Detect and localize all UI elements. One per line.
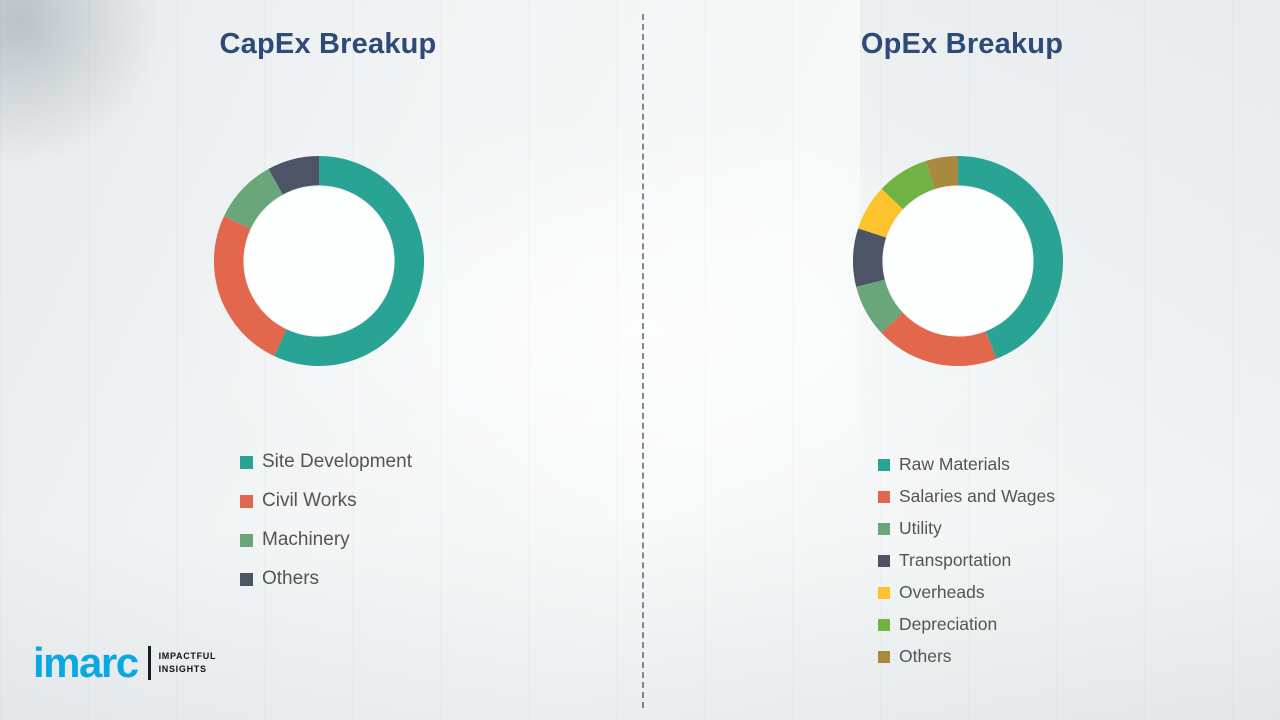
background-corner-shade <box>0 0 160 170</box>
donut-hole <box>883 186 1033 336</box>
legend-item-others: Others <box>240 568 412 590</box>
imarc-logo: imarc IMPACTFUL INSIGHTS <box>33 642 216 684</box>
tagline-line-2: INSIGHTS <box>158 664 207 674</box>
legend-swatch-depreciation <box>878 618 890 631</box>
legend-item-machinery: Machinery <box>240 529 412 551</box>
tagline-line-1: IMPACTFUL <box>158 651 217 662</box>
legend-label-civil-works: Civil Works <box>262 490 357 511</box>
legend-swatch-transportation <box>878 554 890 567</box>
capex-donut-chart <box>211 153 427 369</box>
legend-swatch-site-development <box>240 455 253 469</box>
imarc-logo-wordmark: imarc <box>33 639 139 686</box>
imarc-logo-tagline: IMPACTFUL INSIGHTS <box>159 650 217 675</box>
logo-divider-bar <box>147 646 151 680</box>
legend-item-depreciation: Depreciation <box>878 614 1055 635</box>
legend-label-others: Others <box>899 646 952 666</box>
legend-swatch-overheads <box>878 586 890 599</box>
donut-segment-salaries-and-wages <box>852 155 1064 367</box>
legend-swatch-machinery <box>240 533 253 547</box>
legend-label-transportation: Transportation <box>899 550 1012 570</box>
background-floor-shade <box>0 530 1280 720</box>
opex-legend: Raw Materials Salaries and Wages Utility Tr… <box>878 454 1055 678</box>
capex-legend: Site Development Civil Works Machinery Othe… <box>240 451 412 607</box>
donut-svg <box>213 155 425 367</box>
legend-item-utility: Utility <box>878 518 1055 539</box>
donut-segment-others <box>852 155 1064 367</box>
legend-label-utility: Utility <box>899 518 942 538</box>
donut-segment-civil-works <box>213 155 425 367</box>
legend-swatch-salaries-and-wages <box>878 490 890 503</box>
legend-label-site-development: Site Development <box>262 451 412 472</box>
legend-item-salaries-and-wages: Salaries and Wages <box>878 486 1055 507</box>
legend-label-depreciation: Depreciation <box>899 614 998 634</box>
legend-swatch-raw-materials <box>878 458 890 471</box>
legend-swatch-civil-works <box>240 494 253 508</box>
legend-item-civil-works: Civil Works <box>240 490 412 512</box>
legend-item-overheads: Overheads <box>878 582 1055 603</box>
donut-segment-transportation <box>852 155 1064 367</box>
legend-label-raw-materials: Raw Materials <box>899 454 1010 474</box>
donut-hole <box>244 186 394 336</box>
opex-donut-chart <box>850 153 1066 369</box>
legend-label-salaries-and-wages: Salaries and Wages <box>899 486 1055 506</box>
legend-label-machinery: Machinery <box>262 529 350 550</box>
legend-item-others: Others <box>878 646 1055 667</box>
legend-item-transportation: Transportation <box>878 550 1055 571</box>
donut-segment-others <box>213 155 425 367</box>
legend-swatch-others <box>240 572 253 586</box>
legend-label-others: Others <box>262 568 320 589</box>
legend-item-raw-materials: Raw Materials <box>878 454 1055 475</box>
legend-swatch-others <box>878 650 890 663</box>
opex-title: OpEx Breakup <box>860 28 1064 60</box>
legend-item-site-development: Site Development <box>240 451 412 473</box>
legend-label-overheads: Overheads <box>899 582 985 602</box>
legend-swatch-utility <box>878 522 890 535</box>
capex-title: CapEx Breakup <box>219 28 437 60</box>
center-dashed-divider <box>642 14 644 708</box>
donut-svg <box>852 155 1064 367</box>
